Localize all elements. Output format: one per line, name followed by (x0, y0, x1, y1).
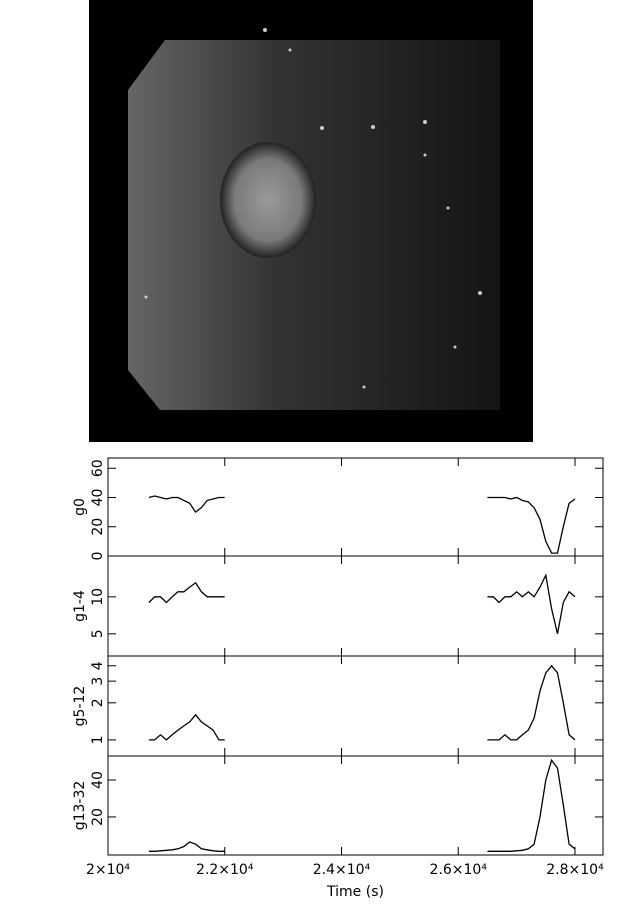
x-tick-label: 2.2×10⁴ (196, 862, 254, 878)
y-tick-label: 20 (90, 518, 106, 536)
y-tick-label: 20 (90, 808, 106, 826)
x-axis-label: Time (s) (326, 884, 384, 900)
nebula (220, 142, 316, 258)
y-tick-label: 4 (90, 661, 106, 670)
plot-frame (107, 755, 604, 856)
y-axis-label: g1-4 (72, 590, 88, 622)
plot-frame (107, 555, 604, 657)
x-tick-label: 2.6×10⁴ (430, 862, 488, 878)
y-tick-label: 3 (90, 677, 106, 686)
y-axis-label: g13-32 (72, 781, 88, 831)
y-tick-label: 5 (90, 629, 106, 638)
y-tick-label: 0 (90, 552, 106, 561)
light-curve (148, 664, 576, 741)
light-curve (148, 573, 576, 634)
light-curve (148, 758, 576, 852)
x-tick-label: 2.8×10⁴ (546, 862, 604, 878)
light-curve (148, 495, 576, 554)
y-tick-label: 40 (90, 771, 106, 789)
y-tick-label: 60 (90, 459, 106, 477)
field-of-view (128, 40, 500, 410)
x-ray-image (89, 0, 533, 442)
x-tick-label: 2.4×10⁴ (313, 862, 371, 878)
y-tick-label: 10 (90, 588, 106, 606)
point-sources (144, 28, 482, 389)
y-axis-label: g5-12 (72, 686, 88, 727)
y-tick-label: 40 (90, 489, 106, 507)
y-axis-label: g0 (72, 498, 88, 516)
x-tick-label: 2×10⁴ (86, 862, 130, 878)
plot-frame (107, 457, 604, 557)
y-tick-label: 1 (90, 735, 106, 744)
plot-frame (107, 655, 604, 757)
y-tick-label: 2 (90, 698, 106, 707)
